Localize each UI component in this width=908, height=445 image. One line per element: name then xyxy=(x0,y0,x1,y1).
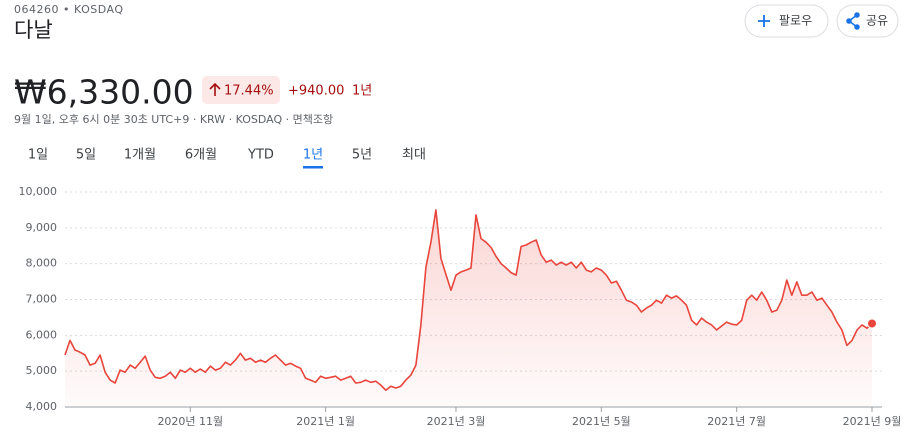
tab[interactable]: 5일 xyxy=(76,148,96,163)
tab[interactable]: 최대 xyxy=(402,148,426,163)
change-pct: 17.44% xyxy=(224,84,274,99)
follow-button[interactable] xyxy=(744,4,829,38)
y-tick-label: 6,000 xyxy=(26,328,58,341)
follow-label: 팔로우 xyxy=(779,14,812,28)
last-point xyxy=(867,318,877,329)
company-name: 다날 xyxy=(14,18,53,42)
x-tick-label: 2020년 11월 xyxy=(157,415,223,428)
x-tick-label: 2021년 5월 xyxy=(572,415,631,428)
plus-icon xyxy=(758,15,770,27)
area-fill xyxy=(65,209,872,407)
price-line xyxy=(64,209,873,391)
tab-underline xyxy=(303,166,323,169)
share-icon xyxy=(846,12,860,30)
x-tick-label: 2021년 7월 xyxy=(707,415,766,428)
quote-info: 9월 1일, 오후 6시 0분 30초 UTC+9 · KRW · KOSDAQ… xyxy=(14,112,333,126)
y-tick-label: 4,000 xyxy=(26,400,58,413)
y-tick-label: 10,000 xyxy=(19,185,58,198)
tab[interactable]: 1일 xyxy=(28,148,48,163)
change-badge xyxy=(202,76,280,104)
share-label: 공유 xyxy=(866,14,888,28)
tab[interactable]: 1개월 xyxy=(124,148,156,163)
y-tick-label: 9,000 xyxy=(26,221,58,234)
y-tick-label: 5,000 xyxy=(26,364,58,377)
x-tick-label: 2021년 3월 xyxy=(427,415,486,428)
tabs: 1일 5일 1개월 6개월 YTD 1년 5년 최대 xyxy=(28,148,426,169)
tab[interactable]: 6개월 xyxy=(185,148,217,163)
y-tick-label: 7,000 xyxy=(26,293,58,306)
change-period: 1년 xyxy=(352,84,372,99)
tab[interactable]: 5년 xyxy=(352,148,372,163)
x-tick-label: 2021년 1월 xyxy=(296,415,355,428)
change-abs: +940.00 xyxy=(288,84,344,99)
ticker: 064260 • KOSDAQ xyxy=(14,3,124,16)
chart: 4,000 5,000 6,000 7,000 8,000 9,000 10,000 2020… xyxy=(19,185,902,428)
price: ₩6,330.00 xyxy=(14,73,194,112)
tab[interactable]: 1년 xyxy=(303,148,323,163)
share-button[interactable] xyxy=(836,4,899,38)
up-arrow xyxy=(209,82,221,96)
x-tick-label: 2021년 9월 xyxy=(843,415,902,428)
y-tick-label: 8,000 xyxy=(26,257,58,270)
tab[interactable]: YTD xyxy=(247,148,274,163)
